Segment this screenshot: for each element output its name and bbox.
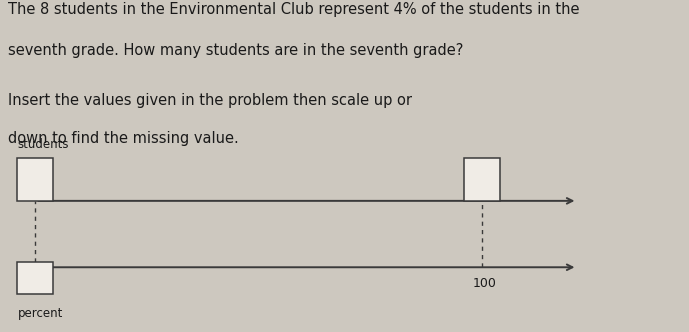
Text: Insert the values given in the problem then scale up or: Insert the values given in the problem t… xyxy=(8,93,412,108)
Bar xyxy=(464,158,500,201)
Bar xyxy=(17,262,53,294)
Text: The 8 students in the Environmental Club represent 4% of the students in the: The 8 students in the Environmental Club… xyxy=(8,2,579,17)
Text: 100: 100 xyxy=(473,277,497,290)
Text: seventh grade. How many students are in the seventh grade?: seventh grade. How many students are in … xyxy=(8,43,463,58)
Text: percent: percent xyxy=(17,307,63,320)
Text: students: students xyxy=(17,138,69,151)
Bar xyxy=(17,158,53,201)
Text: down to find the missing value.: down to find the missing value. xyxy=(8,131,238,146)
